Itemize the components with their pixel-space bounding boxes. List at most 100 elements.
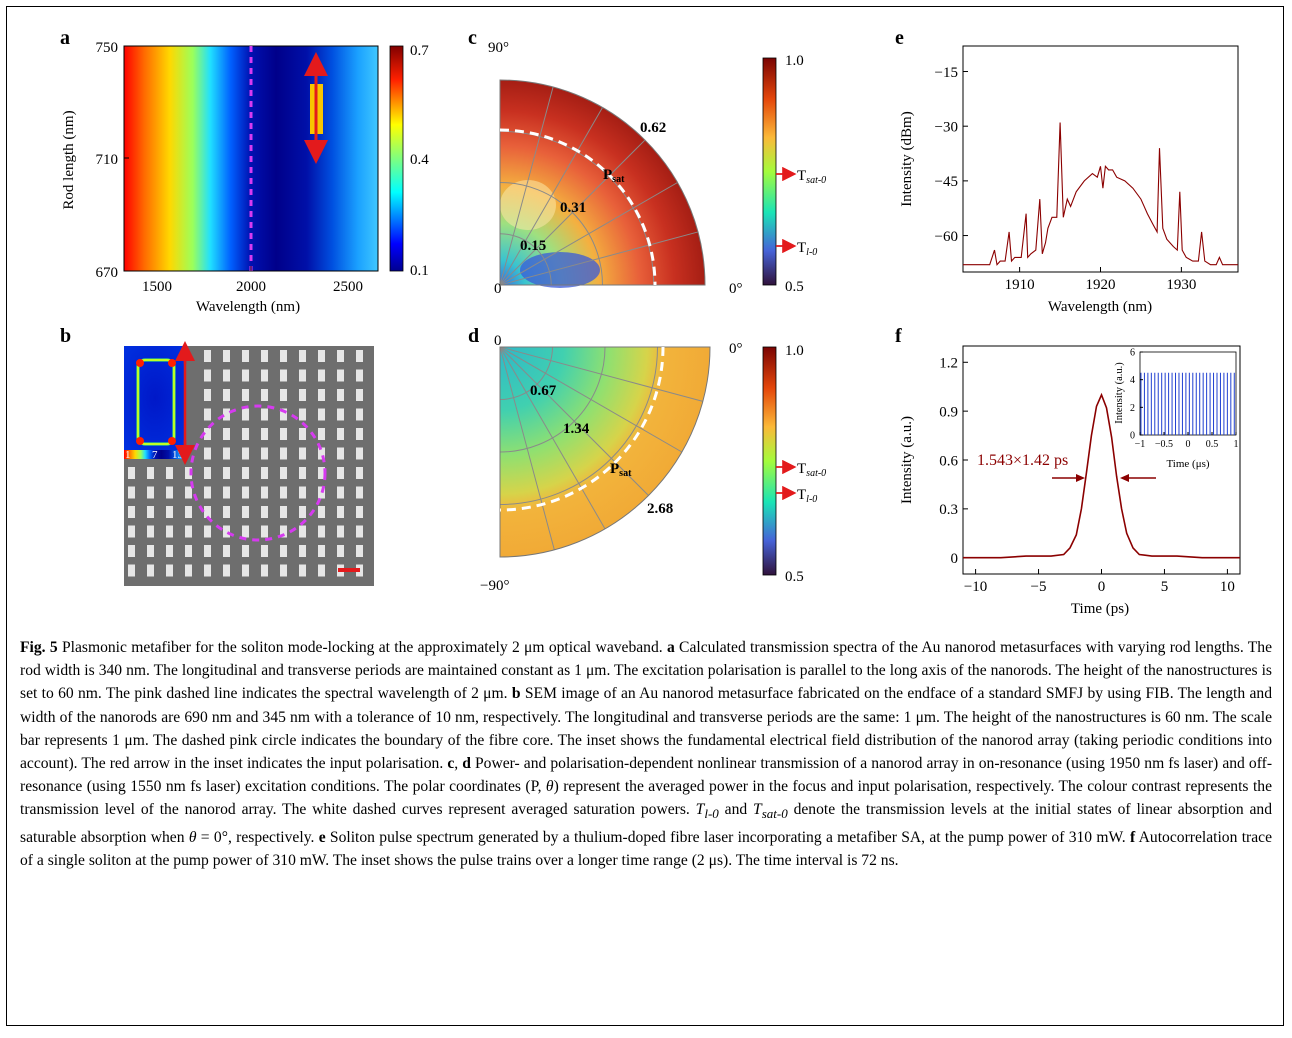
nanorod — [166, 467, 173, 479]
nanorod — [337, 350, 344, 362]
nanorod — [318, 428, 325, 440]
tl-marker-label: Tl-0 — [797, 487, 817, 505]
pulse-width-annotation: 1.543×1.42 ps — [977, 452, 1068, 469]
field-map — [124, 346, 186, 450]
nanorod — [166, 486, 173, 499]
y-tick-label: −15 — [935, 65, 958, 81]
nanorod — [318, 486, 325, 499]
nanorod — [223, 486, 230, 499]
nanorod — [356, 506, 363, 518]
tsat-marker-label: Tsat-0 — [797, 461, 826, 479]
nanorod — [128, 486, 135, 499]
inset-colorbar — [124, 450, 186, 459]
nanorod — [299, 369, 306, 382]
x-tick-label: 1 — [1234, 439, 1239, 450]
nanorod — [299, 545, 306, 557]
x-tick-label: 10 — [1220, 579, 1235, 595]
nanorod — [242, 369, 249, 382]
nanorod — [223, 564, 230, 577]
nanorod — [280, 389, 287, 401]
nanorod — [128, 545, 135, 557]
nanorod — [185, 545, 192, 557]
panel-a: a 750 710 670 1500 2000 2500 Wavelength … — [60, 27, 429, 315]
nanorod — [242, 564, 249, 577]
y-tick-label: 0.3 — [939, 502, 958, 518]
tl-marker-label: Tl-0 — [797, 240, 817, 258]
nanorod — [280, 428, 287, 440]
nanorod — [318, 408, 325, 421]
panel-d-colorbar — [762, 346, 777, 576]
saturation-power-curve — [499, 128, 657, 286]
grid-spoke — [499, 139, 646, 286]
figure-frame — [6, 6, 1284, 1026]
nanorod — [185, 506, 192, 518]
nanorod — [356, 545, 363, 557]
nanorod — [356, 447, 363, 460]
svg-text:1.34: 1.34 — [563, 421, 590, 437]
nanorod — [337, 467, 344, 479]
nanorod — [280, 486, 287, 499]
nanorod — [299, 525, 306, 538]
nanorod — [128, 467, 135, 479]
nanorod — [185, 486, 192, 499]
colorbar-tick: 0.5 — [785, 279, 804, 295]
field-inset: 1 7 13 — [124, 346, 186, 461]
ytick: 670 — [96, 265, 119, 281]
caption-fig-label: Fig. 5 — [20, 639, 58, 656]
nanorod — [318, 369, 325, 382]
x-tick-label: −5 — [1031, 579, 1047, 595]
svg-text:2.68: 2.68 — [647, 501, 673, 517]
nanorod — [280, 350, 287, 362]
psat-label: Psat — [603, 167, 625, 185]
nanorod — [299, 447, 306, 460]
nanorod — [280, 525, 287, 538]
nanorod — [147, 486, 154, 499]
colorbar-tick: 1.0 — [785, 53, 804, 69]
fibre-core-circle — [189, 404, 327, 542]
nanorod — [337, 486, 344, 499]
angle-0: 0° — [729, 281, 743, 297]
x-tick-label: 1910 — [1005, 277, 1035, 293]
nanorod — [318, 564, 325, 577]
nanorod — [261, 486, 268, 499]
nanorod — [242, 525, 249, 538]
panel-d: d 0.67 1.34 2.68 Psat 0 0° −90° 1.0 0.5 … — [468, 325, 826, 594]
colorbar-tick: 0.4 — [410, 152, 429, 168]
y-tick-label: 0 — [951, 551, 959, 567]
panel-d-grid — [499, 346, 703, 550]
nanorod — [242, 428, 249, 440]
x-tick-label: 1930 — [1166, 277, 1196, 293]
panel-e-xlabel: Wavelength (nm) — [1048, 299, 1152, 315]
colorbar-tick: 0.5 — [785, 569, 804, 585]
nanorod — [280, 408, 287, 421]
panel-a-ylabel: Rod length (nm) — [61, 110, 77, 209]
svg-text:1: 1 — [125, 449, 131, 461]
nanorod — [280, 545, 287, 557]
nanorod — [356, 369, 363, 382]
nanorod — [204, 350, 211, 362]
y-tick-label: −60 — [935, 229, 958, 245]
panel-a-letter: a — [60, 27, 70, 49]
nanorod — [223, 408, 230, 421]
nanorod — [166, 545, 173, 557]
psat-label: Psat — [610, 461, 632, 479]
panel-a-colorbar — [389, 45, 404, 272]
nanorod — [337, 506, 344, 518]
nanorod — [318, 506, 325, 518]
grid-spoke — [499, 346, 683, 453]
x-tick-label: 0 — [1098, 579, 1106, 595]
panel-a-colorbar-ticks: 0.7 0.4 0.1 — [410, 43, 429, 279]
nanorod — [261, 428, 268, 440]
nanorod — [223, 428, 230, 440]
xtick: 2500 — [333, 279, 363, 295]
nanorod — [356, 486, 363, 499]
grid-spoke — [499, 346, 555, 550]
nanorod — [223, 506, 230, 518]
panel-a-xticks: 1500 2000 2500 — [142, 279, 363, 295]
nanorod — [261, 525, 268, 538]
inset-ylabel: Intensity (a.u.) — [1114, 362, 1125, 424]
x-tick-label: 0 — [1186, 439, 1191, 450]
nanorod — [337, 389, 344, 401]
nanorod — [299, 486, 306, 499]
